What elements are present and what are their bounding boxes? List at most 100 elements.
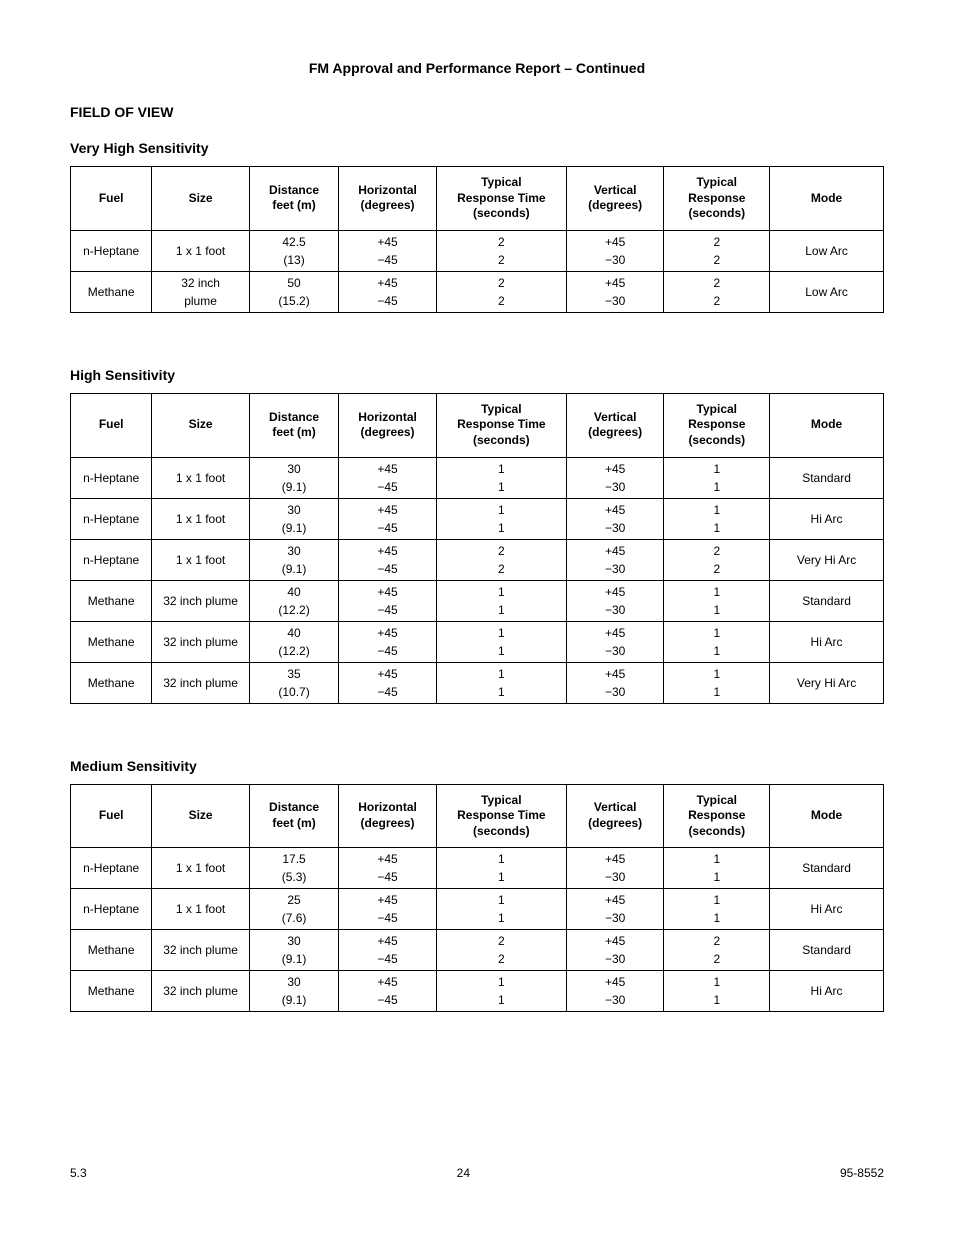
cell-distance: 50(15.2) — [249, 271, 338, 312]
cell-resp-v: 11 — [664, 971, 770, 1012]
cell-mode: Standard — [770, 848, 884, 889]
column-header: Vertical(degrees) — [566, 393, 664, 457]
cell-fuel: Methane — [71, 621, 152, 662]
cell-fuel: n-Heptane — [71, 230, 152, 271]
table-row: Methane32 inch plume40(12.2)+45−4511+45−… — [71, 621, 884, 662]
cell-resp-v: 11 — [664, 889, 770, 930]
cell-vertical: +45−30 — [566, 230, 664, 271]
cell-resp-h: 22 — [436, 271, 566, 312]
column-header: Fuel — [71, 393, 152, 457]
cell-horizontal: +45−45 — [339, 971, 437, 1012]
cell-vertical: +45−30 — [566, 498, 664, 539]
cell-resp-h: 11 — [436, 848, 566, 889]
cell-size: 1 x 1 foot — [152, 498, 250, 539]
sensitivity-section: Medium SensitivityFuelSizeDistancefeet (… — [70, 758, 884, 1013]
cell-vertical: +45−30 — [566, 930, 664, 971]
cell-resp-h: 22 — [436, 539, 566, 580]
cell-resp-v: 22 — [664, 271, 770, 312]
table-row: Methane32 inch plume40(12.2)+45−4511+45−… — [71, 580, 884, 621]
column-header: Fuel — [71, 784, 152, 848]
cell-resp-v: 22 — [664, 930, 770, 971]
cell-horizontal: +45−45 — [339, 539, 437, 580]
cell-size: 32 inchplume — [152, 271, 250, 312]
cell-fuel: Methane — [71, 580, 152, 621]
column-header: TypicalResponse Time(seconds) — [436, 784, 566, 848]
cell-distance: 17.5(5.3) — [249, 848, 338, 889]
cell-resp-h: 11 — [436, 971, 566, 1012]
table-row: n-Heptane1 x 1 foot25(7.6)+45−4511+45−30… — [71, 889, 884, 930]
cell-horizontal: +45−45 — [339, 498, 437, 539]
cell-horizontal: +45−45 — [339, 580, 437, 621]
column-header: Horizontal(degrees) — [339, 393, 437, 457]
cell-mode: Hi Arc — [770, 621, 884, 662]
cell-resp-v: 11 — [664, 498, 770, 539]
cell-resp-h: 11 — [436, 621, 566, 662]
column-header: Horizontal(degrees) — [339, 784, 437, 848]
cell-resp-h: 11 — [436, 580, 566, 621]
cell-distance: 42.5(13) — [249, 230, 338, 271]
footer-left: 5.3 — [70, 1166, 87, 1180]
cell-fuel: Methane — [71, 662, 152, 703]
cell-size: 32 inch plume — [152, 662, 250, 703]
cell-resp-v: 11 — [664, 662, 770, 703]
cell-resp-v: 11 — [664, 580, 770, 621]
cell-size: 32 inch plume — [152, 580, 250, 621]
cell-distance: 30(9.1) — [249, 930, 338, 971]
cell-mode: Hi Arc — [770, 889, 884, 930]
cell-mode: Low Arc — [770, 230, 884, 271]
cell-mode: Standard — [770, 930, 884, 971]
page: FM Approval and Performance Report – Con… — [0, 0, 954, 1235]
cell-distance: 30(9.1) — [249, 457, 338, 498]
cell-vertical: +45−30 — [566, 621, 664, 662]
cell-size: 1 x 1 foot — [152, 889, 250, 930]
cell-vertical: +45−30 — [566, 457, 664, 498]
cell-distance: 40(12.2) — [249, 580, 338, 621]
cell-vertical: +45−30 — [566, 971, 664, 1012]
table-row: Methane32 inch plume30(9.1)+45−4522+45−3… — [71, 930, 884, 971]
sensitivity-section: High SensitivityFuelSizeDistancefeet (m)… — [70, 367, 884, 704]
tables-container: Very High SensitivityFuelSizeDistancefee… — [70, 140, 884, 1012]
cell-size: 1 x 1 foot — [152, 230, 250, 271]
table-heading: Medium Sensitivity — [70, 758, 884, 774]
column-header: Distancefeet (m) — [249, 167, 338, 231]
column-header: Distancefeet (m) — [249, 393, 338, 457]
cell-fuel: Methane — [71, 271, 152, 312]
cell-mode: Standard — [770, 580, 884, 621]
cell-fuel: n-Heptane — [71, 539, 152, 580]
footer-center: 24 — [457, 1166, 470, 1180]
cell-horizontal: +45−45 — [339, 230, 437, 271]
table-row: n-Heptane1 x 1 foot30(9.1)+45−45 11+45−30… — [71, 498, 884, 539]
cell-vertical: +45−30 — [566, 539, 664, 580]
cell-vertical: +45−30 — [566, 580, 664, 621]
column-header: TypicalResponse(seconds) — [664, 784, 770, 848]
report-title: FM Approval and Performance Report – Con… — [70, 60, 884, 76]
cell-fuel: n-Heptane — [71, 498, 152, 539]
cell-resp-h: 22 — [436, 230, 566, 271]
cell-horizontal: +45−45 — [339, 621, 437, 662]
section-heading: FIELD OF VIEW — [70, 104, 884, 120]
column-header: Vertical(degrees) — [566, 784, 664, 848]
column-header: TypicalResponse(seconds) — [664, 167, 770, 231]
page-footer: 5.3 24 95-8552 — [70, 1166, 884, 1180]
data-table: FuelSizeDistancefeet (m)Horizontal(degre… — [70, 166, 884, 313]
cell-resp-h: 11 — [436, 662, 566, 703]
column-header: Mode — [770, 167, 884, 231]
cell-fuel: Methane — [71, 930, 152, 971]
cell-vertical: +45−30 — [566, 848, 664, 889]
cell-resp-v: 11 — [664, 457, 770, 498]
cell-distance: 40(12.2) — [249, 621, 338, 662]
cell-horizontal: +45−45 — [339, 457, 437, 498]
cell-fuel: n-Heptane — [71, 889, 152, 930]
cell-fuel: n-Heptane — [71, 848, 152, 889]
cell-vertical: +45−30 — [566, 889, 664, 930]
cell-mode: Hi Arc — [770, 498, 884, 539]
cell-distance: 30(9.1) — [249, 498, 338, 539]
column-header: Size — [152, 167, 250, 231]
cell-size: 32 inch plume — [152, 971, 250, 1012]
column-header: Mode — [770, 393, 884, 457]
column-header: TypicalResponse Time(seconds) — [436, 167, 566, 231]
table-row: Methane32 inch plume30(9.1)+45−4511+45−3… — [71, 971, 884, 1012]
cell-resp-h: 22 — [436, 930, 566, 971]
cell-mode: Hi Arc — [770, 971, 884, 1012]
table-row: Methane32 inch plume35(10.7)+45−4511+45−… — [71, 662, 884, 703]
